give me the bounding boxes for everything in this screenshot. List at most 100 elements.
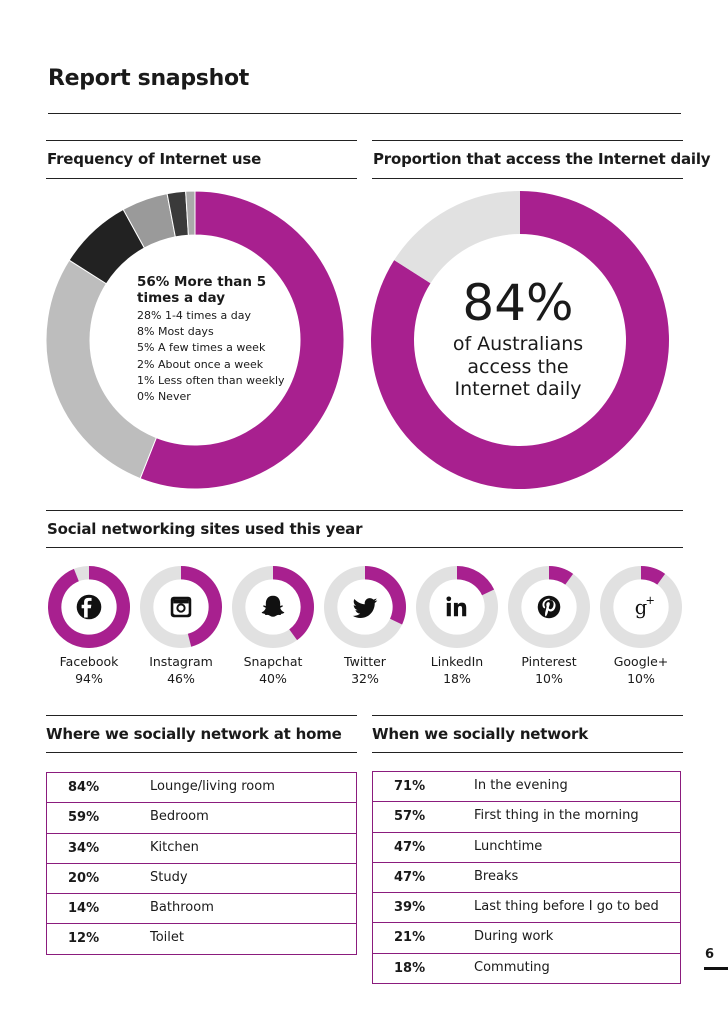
frequency-title: Frequency of Internet use	[47, 150, 262, 168]
donut-segment	[185, 190, 196, 236]
social-site-snapchat: Snapchat 40%	[227, 566, 319, 687]
row-percent: 14%	[68, 901, 100, 917]
divider	[46, 547, 683, 548]
social-site-pinterest: Pinterest 10%	[503, 566, 595, 687]
row-percent: 59%	[68, 810, 100, 826]
frequency-legend: 56% More than 5 times a day 28% 1-4 time…	[137, 274, 287, 405]
social-site-twitter: Twitter 32%	[319, 566, 411, 687]
snapchat-icon	[261, 595, 285, 617]
social-site-percent: 94%	[75, 670, 103, 686]
social-ring-chart	[416, 566, 498, 648]
linkedin-icon	[446, 596, 467, 617]
row-label: Lunchtime	[474, 838, 543, 854]
twitter-icon	[352, 598, 378, 618]
row-label: First thing in the morning	[474, 808, 639, 824]
divider	[46, 715, 357, 716]
row-label: During work	[474, 929, 554, 945]
frequency-line: 28% 1-4 times a day	[137, 309, 251, 322]
daily-caption-line: of Australians	[452, 333, 584, 355]
social-site-percent: 40%	[259, 670, 287, 686]
ring-value-arc	[273, 566, 314, 641]
daily-caption: of Australians access the Internet daily	[418, 333, 618, 401]
instagram-icon	[170, 596, 192, 618]
table-row: 47% Lunchtime	[373, 833, 680, 863]
divider	[372, 752, 683, 753]
social-site-name: Twitter	[344, 654, 386, 669]
row-label: Toilet	[150, 930, 185, 946]
ring-value-arc	[181, 566, 222, 647]
donut-segment	[139, 190, 345, 490]
divider	[46, 140, 357, 141]
title-divider	[48, 113, 681, 114]
row-percent: 21%	[394, 930, 426, 946]
divider	[46, 752, 357, 753]
table-row: 21% During work	[373, 923, 680, 954]
social-ring-chart	[140, 566, 222, 648]
ring-value-arc	[365, 566, 406, 625]
social-site-instagram: Instagram 46%	[135, 566, 227, 687]
page-number: 6	[704, 947, 714, 962]
page-number-bar	[704, 967, 728, 970]
facebook-icon	[76, 594, 102, 620]
table-row: 12% Toilet	[47, 924, 356, 955]
divider	[46, 510, 683, 511]
social-site-facebook: Facebook 94%	[43, 566, 135, 687]
when-title: When we socially network	[372, 725, 588, 743]
row-percent: 71%	[394, 779, 426, 794]
divider	[372, 140, 683, 141]
frequency-line: 5% A few times a week	[137, 341, 266, 355]
social-site-name: Instagram	[149, 654, 213, 669]
when-table: 71% In the evening 57% First thing in the …	[372, 771, 681, 985]
svg-text:g: g	[635, 596, 647, 619]
social-site-name: Pinterest	[521, 654, 577, 669]
table-row: 84% Lounge/living room	[47, 773, 356, 804]
row-label: Last thing before I go to bed	[474, 899, 659, 915]
row-label: Bathroom	[150, 900, 214, 916]
frequency-donut-chart	[45, 190, 345, 490]
frequency-line: 2% About once a week	[137, 357, 264, 371]
row-percent: 84%	[68, 780, 100, 795]
table-row: 34% Kitchen	[47, 834, 356, 864]
row-label: Lounge/living room	[150, 779, 275, 794]
row-percent: 18%	[394, 960, 426, 976]
frequency-line: 1% Less often than weekly	[137, 373, 285, 387]
social-site-percent: 18%	[443, 670, 471, 686]
row-label: Kitchen	[150, 839, 199, 855]
table-row: 59% Bedroom	[47, 803, 356, 834]
ring-track	[508, 566, 590, 648]
row-percent: 57%	[394, 809, 426, 825]
ring-value-arc	[457, 566, 495, 596]
ring-value-arc	[48, 566, 130, 648]
table-row: 47% Breaks	[373, 863, 680, 894]
row-label: Commuting	[474, 959, 550, 975]
table-row: 39% Last thing before I go to bed	[373, 893, 680, 924]
social-site-percent: 10%	[627, 670, 655, 686]
table-row: 57% First thing in the morning	[373, 802, 680, 833]
row-percent: 34%	[68, 840, 100, 856]
daily-title: Proportion that access the Internet dail…	[373, 150, 711, 168]
social-site-percent: 32%	[351, 670, 379, 686]
svg-text:+: +	[645, 594, 654, 607]
frequency-lead-label: 56% More than 5 times a day	[137, 274, 267, 306]
daily-caption-line: Internet daily	[454, 378, 582, 400]
ring-value-arc	[641, 566, 666, 585]
row-percent: 47%	[394, 839, 426, 855]
social-site-percent: 10%	[535, 670, 563, 686]
social-site-name: Snapchat	[243, 654, 303, 669]
row-label: Bedroom	[150, 809, 209, 825]
home-title: Where we socially network at home	[46, 725, 342, 743]
social-site-name: Facebook	[59, 654, 119, 669]
table-row: 14% Bathroom	[47, 894, 356, 925]
daily-caption-line: access the	[467, 355, 569, 378]
row-percent: 47%	[394, 869, 426, 885]
social-site-google: g + Google+ 10%	[595, 566, 687, 687]
frequency-line: 8% Most days	[137, 325, 214, 339]
social-site-name: Google+	[613, 654, 669, 669]
row-percent: 12%	[68, 931, 100, 947]
row-percent: 20%	[68, 870, 100, 886]
social-site-name: LinkedIn	[430, 654, 484, 669]
divider	[46, 178, 357, 179]
row-label: In the evening	[474, 778, 568, 793]
frequency-line: 0% Never	[137, 390, 191, 404]
social-ring-chart: g+	[600, 566, 682, 648]
